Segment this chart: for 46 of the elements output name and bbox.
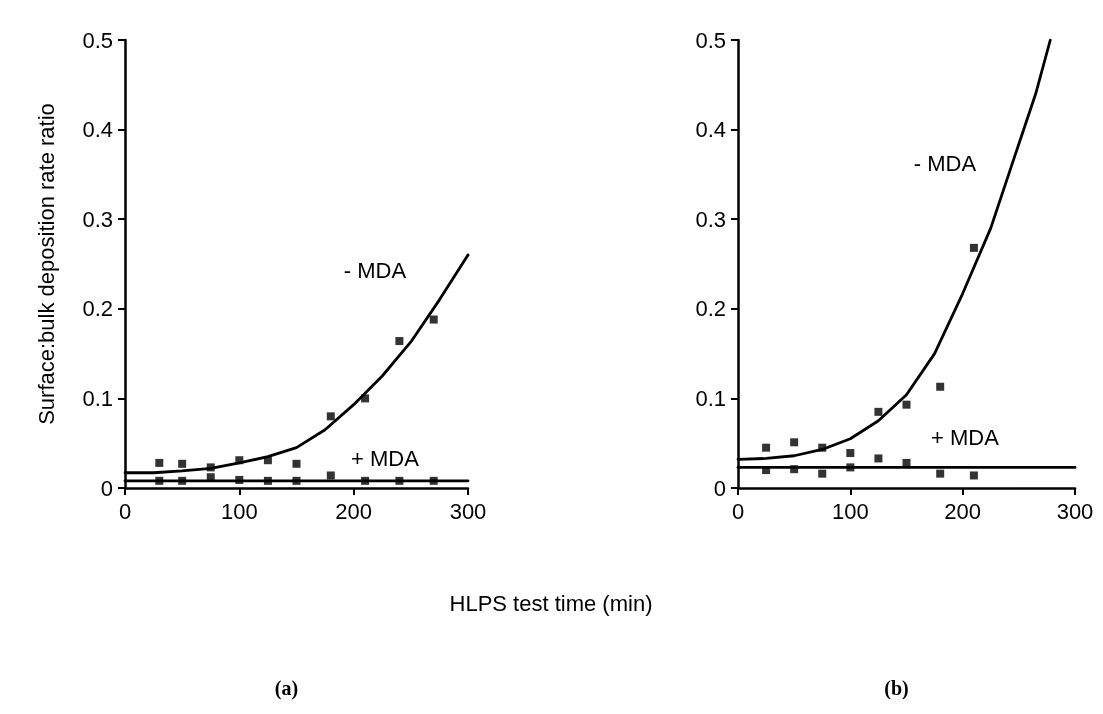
point [846, 449, 855, 458]
x-axis-title: HLPS test time (min) [449, 590, 653, 616]
text: (a) [274, 677, 299, 700]
y-axis-title: Surface:bulk deposition rate ratio [33, 103, 59, 425]
y-tick-label: 0.3 [695, 206, 726, 232]
y-tick-label: 0.5 [695, 27, 726, 53]
series-label: + MDA [351, 445, 420, 471]
point [818, 469, 827, 478]
x-tick-label: 200 [944, 498, 982, 524]
point [292, 459, 301, 468]
point [902, 400, 911, 409]
point [326, 412, 335, 421]
point [178, 459, 187, 468]
series-label: + MDA [931, 424, 1000, 450]
y-tick-label: 0.4 [82, 117, 113, 143]
point [936, 469, 945, 478]
point [429, 315, 438, 324]
text: (b) [884, 677, 909, 700]
series-label: - MDA [913, 150, 977, 176]
x-tick-label: 0 [118, 498, 132, 524]
x-tick-label: 0 [731, 498, 745, 524]
point [790, 438, 799, 447]
point [936, 382, 945, 391]
y-tick-label: 0.2 [695, 296, 726, 322]
series-label: - MDA [343, 257, 407, 283]
x-tick-label: 300 [449, 498, 487, 524]
y-tick-label: 0.1 [82, 385, 113, 411]
y-tick-label: 0.2 [82, 296, 113, 322]
x-tick-label: 100 [831, 498, 869, 524]
point [395, 337, 404, 346]
y-tick-label: 0.1 [695, 385, 726, 411]
point [874, 454, 883, 463]
point [874, 407, 883, 416]
point [155, 458, 164, 467]
y-tick-label: 0.3 [82, 206, 113, 232]
x-tick-label: 300 [1056, 498, 1094, 524]
x-tick-label: 100 [220, 498, 258, 524]
y-tick-label: 0.4 [695, 117, 726, 143]
y-tick-label: 0.5 [82, 27, 113, 53]
y-tick-label: 0 [713, 475, 726, 501]
point [969, 243, 978, 252]
y-tick-label: 0 [100, 475, 113, 501]
point [762, 443, 771, 452]
point [326, 471, 335, 480]
x-tick-label: 200 [335, 498, 373, 524]
point [969, 471, 978, 480]
